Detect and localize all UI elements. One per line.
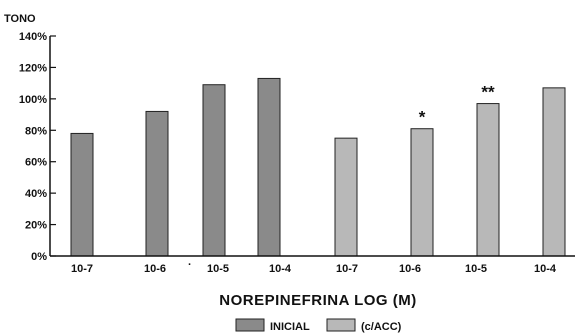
bar <box>202 84 226 257</box>
x-tick-label: 10-6 <box>399 263 421 275</box>
y-axis: 0% 20% 40% 60% 80% 100% 120% 140% <box>19 31 56 263</box>
y-tick-label: 60% <box>25 157 47 169</box>
bar <box>410 128 434 257</box>
y-tick-label: 120% <box>19 62 47 74</box>
stray-dot: · <box>188 259 192 271</box>
legend-swatch-inicial <box>235 318 265 332</box>
y-tick-label: 40% <box>25 188 47 200</box>
legend-swatch-acc <box>326 318 356 332</box>
x-axis: 10-7 10-6 10-5 10-4 10-7 10-6 10-5 10-4 <box>50 255 575 275</box>
y-tick-label: 140% <box>19 31 47 43</box>
y-tick-label: 0% <box>31 251 47 263</box>
significance-marker: * <box>419 108 426 127</box>
legend-label-acc: (c/ACC) <box>361 321 402 333</box>
y-tick-label: 100% <box>19 94 47 106</box>
x-tick-label: 10-4 <box>534 263 557 275</box>
legend: INICIAL (c/ACC) <box>235 318 402 333</box>
bar <box>70 132 94 257</box>
y-axis-label: TONO <box>4 13 36 25</box>
x-tick-label: 10-7 <box>71 263 93 275</box>
x-tick-label: 10-5 <box>207 263 229 275</box>
y-tick-label: 20% <box>25 220 47 232</box>
x-tick-label: 10-4 <box>269 263 292 275</box>
x-axis-label: NOREPINEFRINA LOG (M) <box>219 292 416 309</box>
significance-marker: ** <box>481 83 495 102</box>
y-tick-label: 80% <box>25 125 47 137</box>
x-tick-label: 10-7 <box>336 263 358 275</box>
x-tick-label: 10-5 <box>465 263 487 275</box>
legend-label-inicial: INICIAL <box>270 321 310 333</box>
bar <box>145 110 169 257</box>
bar <box>542 87 566 257</box>
bars: *** <box>70 77 566 257</box>
bar <box>334 137 358 257</box>
bar <box>476 103 500 257</box>
x-tick-label: 10-6 <box>144 263 166 275</box>
bar <box>257 77 281 257</box>
